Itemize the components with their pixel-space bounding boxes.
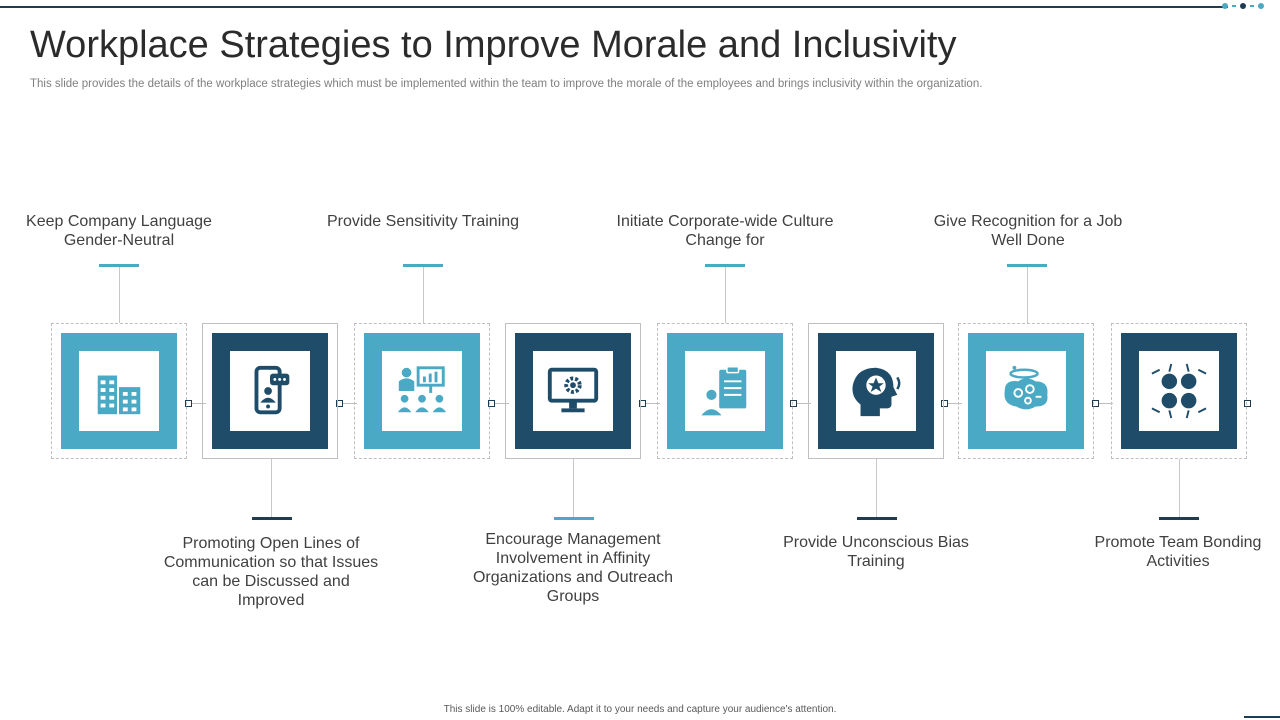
connector-line — [491, 403, 509, 404]
connector-line — [944, 403, 962, 404]
connector-line — [1095, 403, 1113, 404]
icon-frame — [1111, 323, 1247, 459]
corner-bar — [1244, 716, 1280, 718]
page-title: Workplace Strategies to Improve Morale a… — [30, 24, 957, 66]
icon-tile — [818, 333, 934, 449]
icon-tile — [515, 333, 631, 449]
dot-icon — [1240, 3, 1246, 9]
connector-node — [1244, 400, 1251, 407]
brain-halo-icon — [1004, 365, 1048, 410]
leader-line — [876, 459, 877, 517]
mobile-chat-icon — [254, 365, 290, 415]
connector-line — [642, 403, 660, 404]
icon-tile — [212, 333, 328, 449]
icon-tile — [1121, 333, 1237, 449]
label-accent-bar — [99, 264, 139, 267]
strategy-label: Provide Unconscious Bias Training — [783, 534, 969, 570]
label-accent-bar — [554, 517, 594, 520]
label-accent-bar — [857, 517, 897, 520]
connector-line — [793, 403, 811, 404]
leader-line — [725, 267, 726, 323]
strategy-label: Initiate Corporate-wide Culture Change f… — [616, 213, 834, 249]
label-accent-bar — [1159, 517, 1199, 520]
head-star-icon — [852, 367, 901, 417]
icon-tile — [364, 333, 480, 449]
strategy-label: Encourage Management Involvement in Affi… — [472, 531, 674, 605]
monitor-gear-icon — [547, 367, 599, 413]
label-accent-bar — [252, 517, 292, 520]
person-clipboard-icon — [698, 366, 747, 417]
leader-line — [573, 459, 574, 517]
top-rule — [0, 6, 1228, 8]
leader-line — [423, 267, 424, 323]
label-accent-bar — [403, 264, 443, 267]
connector-node — [488, 400, 495, 407]
label-accent-bar — [705, 264, 745, 267]
strategy-label: Give Recognition for a Job Well Done — [933, 213, 1123, 249]
network-nodes-icon — [1151, 363, 1207, 419]
connector-line — [339, 403, 357, 404]
icon-frame — [808, 323, 944, 459]
icon-tile — [667, 333, 783, 449]
connector-node — [639, 400, 646, 407]
leader-line — [1179, 459, 1180, 517]
decorative-dots — [1222, 3, 1264, 9]
label-accent-bar — [1007, 264, 1047, 267]
leader-line — [1027, 267, 1028, 323]
dot-icon — [1222, 3, 1228, 9]
connector-node — [790, 400, 797, 407]
connector-node — [185, 400, 192, 407]
connector-node — [1092, 400, 1099, 407]
strategy-label: Keep Company Language Gender-Neutral — [26, 213, 212, 249]
connector-node — [336, 400, 343, 407]
dot-icon — [1258, 3, 1264, 9]
strategy-label: Promoting Open Lines of Communication so… — [163, 535, 379, 609]
presentation-training-icon — [397, 366, 447, 413]
icon-frame — [354, 323, 490, 459]
footer-note: This slide is 100% editable. Adapt it to… — [443, 704, 837, 715]
leader-line — [119, 267, 120, 323]
leader-line — [271, 459, 272, 517]
icon-tile — [61, 333, 177, 449]
connector-node — [941, 400, 948, 407]
strategy-label: Provide Sensitivity Training — [326, 213, 520, 230]
icon-tile — [968, 333, 1084, 449]
connector-line — [188, 403, 206, 404]
strategy-label: Promote Team Bonding Activities — [1094, 534, 1262, 570]
icon-frame — [51, 323, 187, 459]
page-subtitle: This slide provides the details of the w… — [30, 78, 983, 90]
icon-frame — [657, 323, 793, 459]
icon-frame — [505, 323, 641, 459]
icon-frame — [202, 323, 338, 459]
office-building-icon — [97, 375, 141, 415]
icon-frame — [958, 323, 1094, 459]
